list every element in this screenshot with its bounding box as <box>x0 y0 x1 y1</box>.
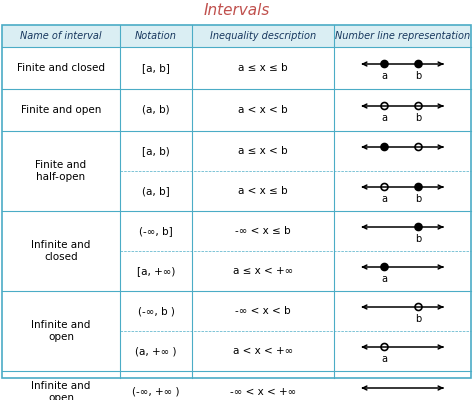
Text: [a, b): [a, b) <box>142 146 170 156</box>
Text: a < x < +∞: a < x < +∞ <box>233 346 293 356</box>
Text: b: b <box>415 314 421 324</box>
Text: Inequality description: Inequality description <box>210 31 316 41</box>
Text: Infinite and
closed: Infinite and closed <box>31 240 91 262</box>
Text: Finite and
half-open: Finite and half-open <box>35 160 87 182</box>
Text: a: a <box>382 194 387 204</box>
Text: a: a <box>382 354 387 364</box>
Text: [a, +∞): [a, +∞) <box>137 266 175 276</box>
Bar <box>2 25 471 47</box>
Text: (-∞, b ): (-∞, b ) <box>138 306 175 316</box>
Text: a: a <box>382 71 387 81</box>
Text: Infinite and
open: Infinite and open <box>31 381 91 400</box>
Circle shape <box>381 264 388 270</box>
Text: (a, b]: (a, b] <box>142 186 170 196</box>
Text: b: b <box>415 194 421 204</box>
Text: [a, b]: [a, b] <box>142 63 170 73</box>
Text: a: a <box>382 274 387 284</box>
Text: Finite and open: Finite and open <box>21 105 101 115</box>
Bar <box>2 25 471 378</box>
Text: (-∞, +∞ ): (-∞, +∞ ) <box>132 387 180 397</box>
Text: b: b <box>415 71 421 81</box>
Text: -∞ < x ≤ b: -∞ < x ≤ b <box>235 226 291 236</box>
Text: Intervals: Intervals <box>203 3 270 18</box>
Text: (a, b): (a, b) <box>142 105 170 115</box>
Text: (a, +∞ ): (a, +∞ ) <box>135 346 177 356</box>
Text: (-∞, b]: (-∞, b] <box>139 226 173 236</box>
Text: b: b <box>415 113 421 123</box>
Text: Name of interval: Name of interval <box>20 31 102 41</box>
Circle shape <box>415 60 422 68</box>
Text: Number line representation: Number line representation <box>335 31 470 41</box>
Circle shape <box>381 144 388 150</box>
Text: -∞ < x < b: -∞ < x < b <box>235 306 291 316</box>
Text: Finite and closed: Finite and closed <box>17 63 105 73</box>
Text: a: a <box>382 113 387 123</box>
Circle shape <box>415 184 422 190</box>
Circle shape <box>381 60 388 68</box>
Text: -∞ < x < +∞: -∞ < x < +∞ <box>230 387 296 397</box>
Text: a ≤ x ≤ b: a ≤ x ≤ b <box>238 63 288 73</box>
Text: a < x ≤ b: a < x ≤ b <box>238 186 288 196</box>
Text: a ≤ x < +∞: a ≤ x < +∞ <box>233 266 293 276</box>
Text: Notation: Notation <box>135 31 177 41</box>
Text: b: b <box>415 234 421 244</box>
Text: a ≤ x < b: a ≤ x < b <box>238 146 288 156</box>
Circle shape <box>415 224 422 230</box>
Text: Infinite and
open: Infinite and open <box>31 320 91 342</box>
Text: a < x < b: a < x < b <box>238 105 288 115</box>
